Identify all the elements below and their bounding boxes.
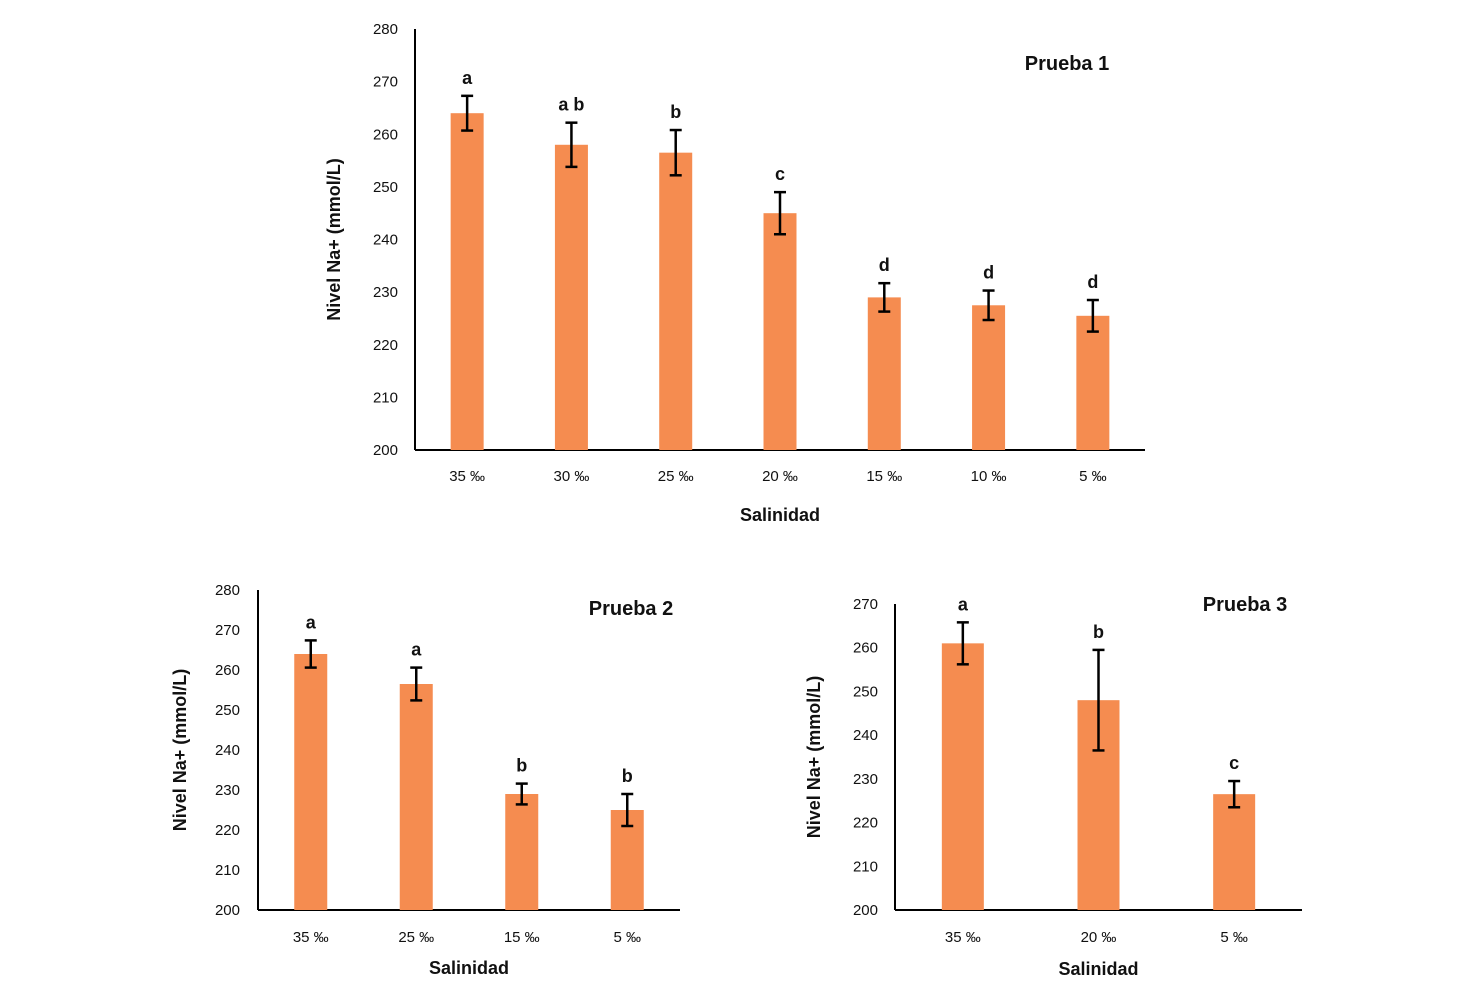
y-tick-label: 280 bbox=[373, 21, 398, 38]
y-tick-label: 240 bbox=[373, 232, 398, 249]
bar bbox=[399, 684, 433, 910]
x-tick-label: 30 ‰ bbox=[553, 468, 589, 485]
bar bbox=[867, 297, 901, 450]
significance-letter: d bbox=[879, 255, 890, 275]
x-tick-label: 20 ‰ bbox=[762, 468, 798, 485]
x-axis-label: Salinidad bbox=[1058, 959, 1138, 979]
y-tick-label: 200 bbox=[215, 902, 240, 919]
significance-letter: b bbox=[516, 756, 527, 776]
y-tick-label: 250 bbox=[373, 179, 398, 196]
x-axis-label: Salinidad bbox=[740, 505, 820, 525]
bar bbox=[1213, 794, 1256, 910]
bar bbox=[972, 305, 1006, 450]
x-tick-label: 35 ‰ bbox=[449, 468, 485, 485]
bar bbox=[1076, 315, 1110, 450]
y-tick-label: 260 bbox=[373, 126, 398, 143]
x-tick-label: 20 ‰ bbox=[1081, 929, 1117, 946]
x-tick-label: 15 ‰ bbox=[504, 929, 540, 946]
y-tick-label: 270 bbox=[373, 74, 398, 91]
y-tick-label: 270 bbox=[853, 596, 878, 613]
bar bbox=[659, 152, 693, 450]
significance-letter: b bbox=[670, 102, 681, 122]
y-tick-label: 210 bbox=[373, 389, 398, 406]
x-tick-label: 5 ‰ bbox=[1220, 929, 1248, 946]
y-axis-label: Nivel Na+ (mmol/L) bbox=[324, 158, 344, 321]
y-tick-label: 240 bbox=[853, 727, 878, 744]
significance-letter: d bbox=[983, 263, 994, 283]
y-tick-label: 210 bbox=[853, 858, 878, 875]
y-tick-label: 200 bbox=[373, 442, 398, 459]
bar bbox=[554, 144, 588, 450]
y-tick-label: 210 bbox=[215, 862, 240, 879]
y-tick-label: 250 bbox=[853, 683, 878, 700]
x-tick-label: 35 ‰ bbox=[293, 929, 329, 946]
bar bbox=[763, 213, 797, 450]
y-tick-label: 230 bbox=[853, 771, 878, 788]
bar bbox=[294, 654, 328, 910]
x-tick-label: 5 ‰ bbox=[613, 929, 641, 946]
bar bbox=[505, 794, 539, 910]
y-tick-label: 200 bbox=[853, 902, 878, 919]
y-tick-label: 280 bbox=[215, 582, 240, 599]
chart-title: Prueba 3 bbox=[1203, 594, 1287, 616]
significance-letter: a bbox=[462, 68, 473, 88]
y-tick-label: 250 bbox=[215, 702, 240, 719]
bar bbox=[941, 643, 984, 910]
y-tick-label: 270 bbox=[215, 622, 240, 639]
x-tick-label: 5 ‰ bbox=[1079, 468, 1107, 485]
chart-title: Prueba 2 bbox=[589, 598, 673, 620]
x-tick-label: 25 ‰ bbox=[658, 468, 694, 485]
y-tick-label: 230 bbox=[215, 782, 240, 799]
x-tick-label: 10 ‰ bbox=[971, 468, 1007, 485]
significance-letter: b bbox=[1093, 622, 1104, 642]
significance-letter: b bbox=[622, 766, 633, 786]
significance-letter: a bbox=[306, 612, 317, 632]
significance-letter: c bbox=[1229, 753, 1239, 773]
significance-letter: d bbox=[1087, 272, 1098, 292]
y-tick-label: 220 bbox=[853, 815, 878, 832]
y-tick-label: 230 bbox=[373, 284, 398, 301]
significance-letter: a bbox=[958, 594, 969, 614]
bar bbox=[450, 113, 484, 450]
y-tick-label: 260 bbox=[853, 640, 878, 657]
chart-title: Prueba 1 bbox=[1025, 53, 1109, 75]
y-axis-label: Nivel Na+ (mmol/L) bbox=[170, 669, 190, 832]
y-tick-label: 220 bbox=[215, 822, 240, 839]
x-tick-label: 25 ‰ bbox=[398, 929, 434, 946]
y-tick-label: 220 bbox=[373, 337, 398, 354]
x-tick-label: 35 ‰ bbox=[945, 929, 981, 946]
y-axis-label: Nivel Na+ (mmol/L) bbox=[804, 676, 824, 839]
y-tick-label: 260 bbox=[215, 662, 240, 679]
significance-letter: a b bbox=[558, 95, 584, 115]
x-tick-label: 15 ‰ bbox=[866, 468, 902, 485]
x-axis-label: Salinidad bbox=[429, 958, 509, 978]
significance-letter: a bbox=[411, 640, 422, 660]
y-tick-label: 240 bbox=[215, 742, 240, 759]
significance-letter: c bbox=[775, 164, 785, 184]
